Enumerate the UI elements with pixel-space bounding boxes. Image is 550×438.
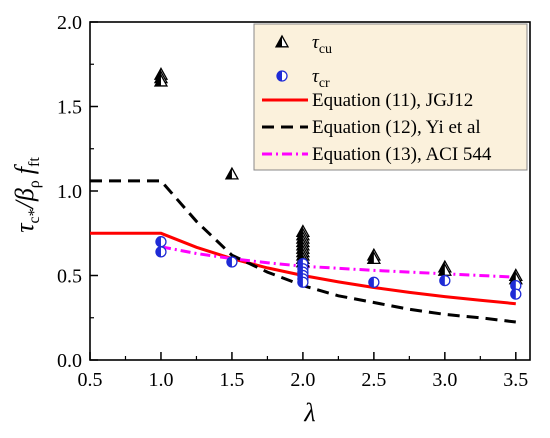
legend-label-line: Equation (12), Yi et al: [312, 117, 481, 138]
point-cr: [510, 288, 522, 300]
x-tick-label: 0.5: [78, 369, 103, 391]
y-tick-label: 1.0: [57, 181, 82, 203]
point-cr: [155, 246, 167, 258]
legend-label-line: Equation (13), ACI 544: [312, 144, 492, 165]
x-tick-label: 1.0: [148, 369, 173, 391]
point-cr: [368, 276, 380, 288]
point-cu: [153, 73, 169, 87]
x-axis-title: λ: [303, 398, 315, 427]
x-tick-label: 1.5: [219, 369, 244, 391]
legend-marker-cr: [276, 70, 288, 82]
line-series-1: [90, 231, 516, 306]
point-cu: [224, 166, 240, 180]
x-tick-label: 2.0: [290, 369, 315, 391]
axis-ticks: [89, 21, 517, 361]
point-cr: [297, 276, 309, 288]
y-tick-label: 1.5: [57, 97, 82, 119]
legend-label-scatter: τcr: [312, 66, 330, 91]
point-cu: [366, 251, 381, 265]
y-tick-label: 2.0: [57, 12, 82, 34]
legend-label-scatter: τcu: [312, 32, 332, 57]
line-series-3: [160, 245, 516, 279]
legend-box: [253, 23, 528, 171]
tick-labels: 0.5 1.0 1.5 2.0 2.5 3.0 3.50.00.51.01.52.0: [57, 12, 528, 391]
y-tick-label: 0.0: [57, 350, 82, 372]
y-tick-label: 0.5: [57, 266, 82, 288]
x-tick-label: 2.5: [361, 369, 386, 391]
line-series-2: [90, 179, 516, 324]
point-cr: [226, 256, 238, 268]
point-cr: [439, 274, 451, 287]
legend-label-line: Equation (11), JGJ12: [312, 90, 473, 111]
legend-marker-cu: [274, 34, 290, 48]
y-axis-title: τc*/βρfft: [10, 157, 43, 233]
x-tick-label: 3.0: [432, 369, 457, 391]
line-series: [90, 179, 516, 324]
scatter-points: [153, 67, 523, 300]
point-cr: [155, 236, 167, 248]
x-tick-label: 3.5: [503, 369, 528, 391]
